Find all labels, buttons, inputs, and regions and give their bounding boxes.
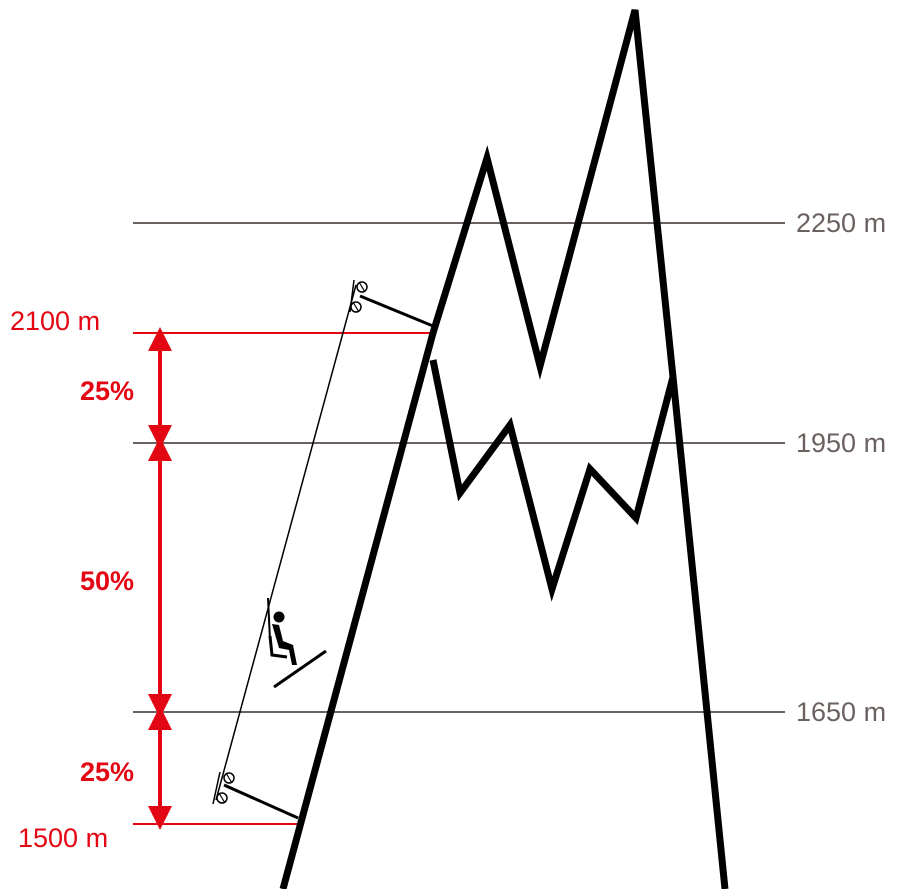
segment-label-middle: 50% bbox=[80, 566, 134, 596]
snow-line bbox=[429, 359, 677, 602]
segment-label-top: 25% bbox=[80, 376, 134, 406]
level-label-2250: 2250 m bbox=[796, 208, 886, 238]
pulley-wheel-icon bbox=[212, 771, 299, 820]
chairlift-skier-icon bbox=[267, 597, 327, 689]
segment-label-bottom: 25% bbox=[80, 757, 134, 787]
lift-cable bbox=[215, 284, 357, 801]
pulley-wheel-icon bbox=[349, 279, 434, 328]
mountain-outline bbox=[279, 9, 729, 889]
level-label-1950: 1950 m bbox=[796, 428, 886, 458]
level-label-1650: 1650 m bbox=[796, 697, 886, 727]
lift-bottom-label: 1500 m bbox=[18, 823, 108, 853]
lift-top-label: 2100 m bbox=[10, 306, 100, 336]
